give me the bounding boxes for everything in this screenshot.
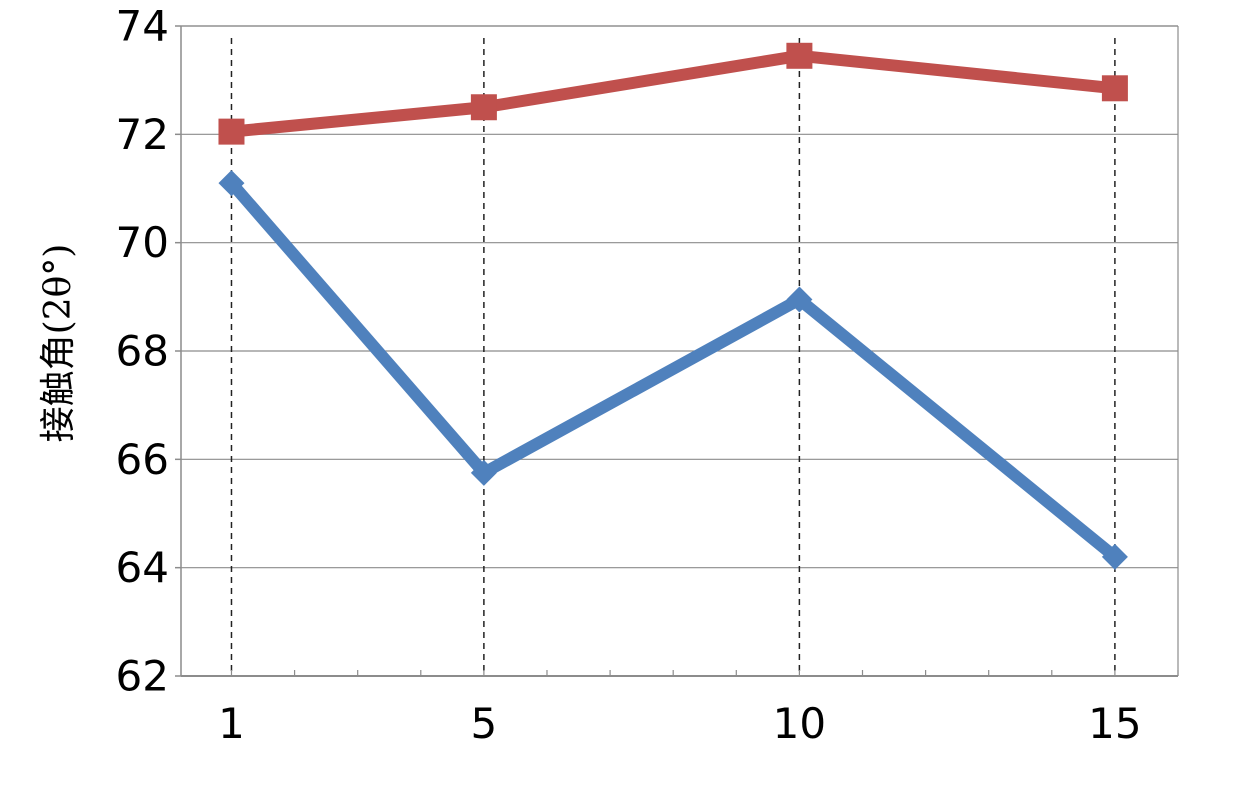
data-point-square (1101, 75, 1128, 102)
x-tick-label: 5 (471, 699, 498, 748)
data-point-square (786, 42, 813, 69)
series-line (225, 49, 1121, 138)
y-tick-label: 70 (116, 218, 169, 267)
series-line (225, 177, 1121, 563)
y-tick-label: 74 (116, 2, 169, 51)
series-0 (218, 42, 1128, 145)
data-point-diamond (786, 286, 813, 313)
y-axis-title: 接触角(2θ°) (38, 244, 79, 443)
data-point-diamond (218, 170, 245, 197)
data-point-square (218, 118, 245, 145)
data-point-diamond (470, 459, 497, 486)
y-tick-label: 64 (116, 543, 169, 592)
series-1 (218, 170, 1128, 570)
x-tick-label: 15 (1088, 699, 1141, 748)
y-tick-label: 62 (116, 652, 169, 701)
x-tick-label: 10 (773, 699, 826, 748)
dashed-guide-lines (230, 38, 1116, 676)
series (218, 42, 1128, 570)
x-tick-label: 1 (218, 699, 245, 748)
y-tick-label: 68 (116, 327, 169, 376)
y-tick-label: 66 (116, 435, 169, 484)
data-point-diamond (1101, 543, 1128, 570)
data-point-square (470, 94, 497, 121)
y-tick-label: 72 (116, 110, 169, 159)
axes (175, 25, 1179, 677)
